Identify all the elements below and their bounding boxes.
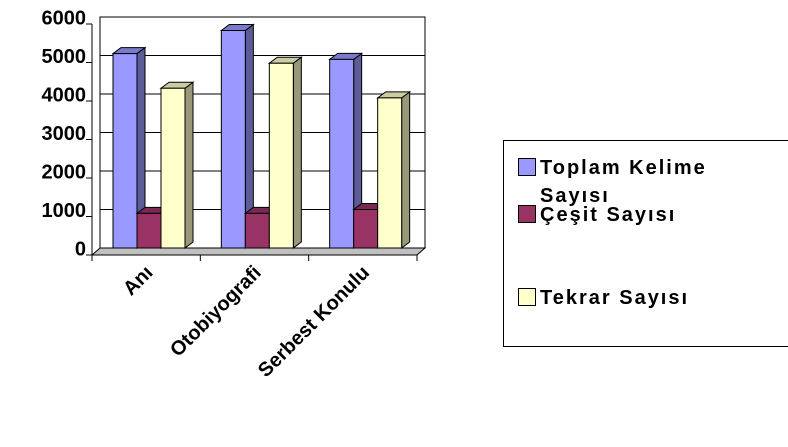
bar: [267, 56, 303, 249]
x-tick-label: Otobiyografi: [166, 262, 266, 362]
bar-front: [112, 53, 138, 249]
legend-label: Toplam Kelime Sayısı: [540, 157, 707, 207]
floor: [90, 247, 427, 256]
y-tick-label: 2000: [42, 161, 87, 183]
bar-front: [136, 212, 162, 249]
bar-front: [220, 29, 246, 249]
legend-swatch: [518, 158, 536, 176]
x-tick-label: Anı: [119, 262, 157, 300]
y-tick-label: 6000: [42, 7, 87, 29]
y-tick-label: 3000: [42, 123, 87, 145]
bar-front: [268, 62, 294, 249]
bar: [328, 52, 364, 249]
bar-front: [329, 58, 355, 249]
y-tick-label: 5000: [42, 46, 87, 68]
y-tick-label: 1000: [42, 200, 87, 222]
bar: [219, 23, 255, 249]
x-tick-label: Serbest Konulu: [254, 262, 374, 382]
bar: [159, 81, 195, 249]
bar-front: [353, 209, 379, 249]
bar-front: [244, 212, 270, 249]
bar-side: [292, 56, 302, 249]
bar-front: [377, 97, 403, 249]
legend-swatch: [518, 205, 536, 223]
legend: Toplam Kelime Sayısı Çeşit Sayısı Tekrar S…: [503, 140, 788, 347]
bar-front: [160, 87, 186, 249]
bar-side: [401, 90, 411, 249]
bar: [376, 90, 412, 249]
y-tick-label: 4000: [42, 84, 87, 106]
legend-swatch: [518, 288, 536, 306]
legend-label: Tekrar Sayısı: [540, 287, 690, 309]
y-tick-label: 0: [75, 238, 86, 260]
bar-side: [184, 81, 194, 249]
legend-label: Çeşit Sayısı: [540, 204, 677, 226]
